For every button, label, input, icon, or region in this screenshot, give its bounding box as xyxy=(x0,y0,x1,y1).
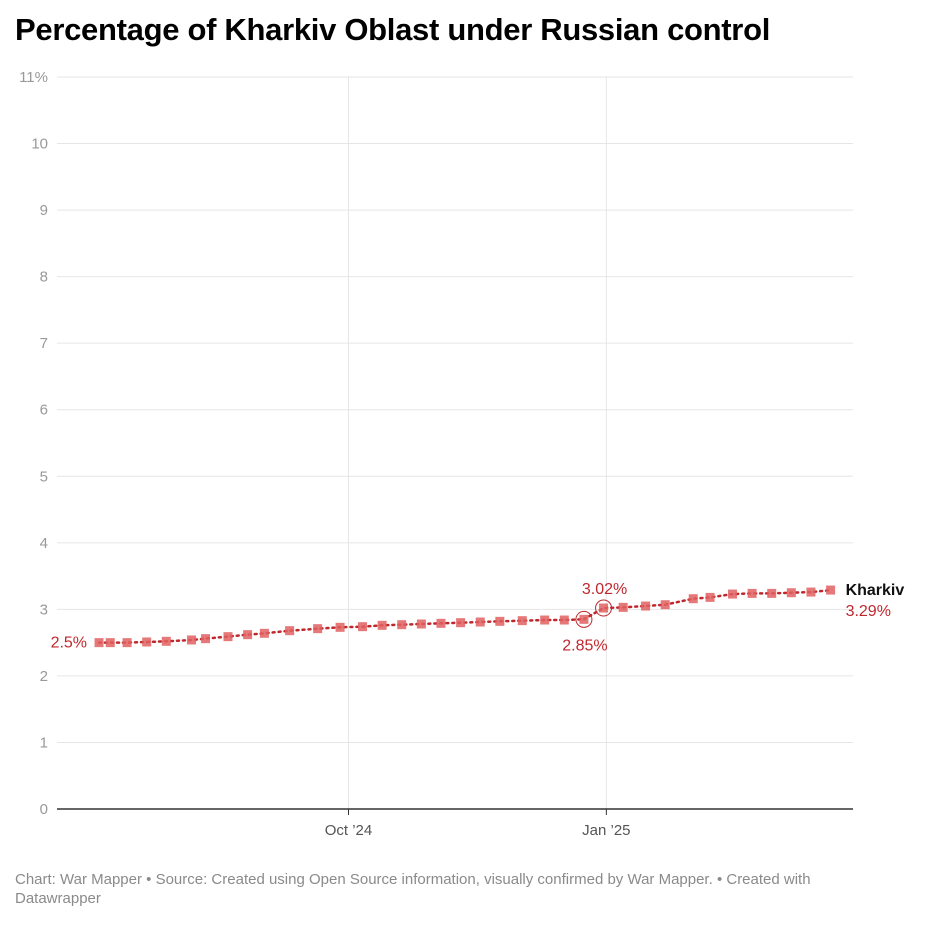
data-point xyxy=(259,628,269,638)
data-point xyxy=(105,638,115,648)
data-label: 3.02% xyxy=(582,581,627,598)
y-tick-label: 1 xyxy=(40,734,48,751)
data-point xyxy=(747,588,757,598)
data-point xyxy=(786,588,796,598)
data-labels: 2.5% 2.85% 3.02% 3.29% xyxy=(51,581,891,654)
x-axis-ticks: Oct ’24 Jan ’25 xyxy=(325,809,631,839)
chart-footer: Chart: War Mapper • Source: Created usin… xyxy=(15,871,811,907)
x-tick-label: Oct ’24 xyxy=(325,822,373,839)
data-point xyxy=(94,638,104,648)
data-point xyxy=(335,622,345,632)
data-point xyxy=(517,616,527,626)
data-point xyxy=(705,592,715,602)
data-point xyxy=(416,619,426,629)
data-point xyxy=(313,624,323,634)
data-point xyxy=(579,614,589,624)
data-point xyxy=(660,600,670,610)
data-point xyxy=(559,615,569,625)
data-point xyxy=(826,585,836,595)
data-point xyxy=(641,601,651,611)
chart-title: Percentage of Kharkiv Oblast under Russi… xyxy=(15,12,771,47)
data-point xyxy=(142,637,152,647)
series-end-label: Kharkiv xyxy=(846,582,905,599)
data-point xyxy=(456,618,466,628)
data-label: 2.5% xyxy=(51,635,87,652)
data-point xyxy=(727,589,737,599)
data-point xyxy=(358,622,368,632)
data-point xyxy=(161,636,171,646)
y-tick-label: 3 xyxy=(40,601,48,618)
y-tick-label: 10 xyxy=(31,136,48,153)
data-point xyxy=(806,587,816,597)
y-tick-label: 5 xyxy=(40,468,48,485)
highlight-ring xyxy=(595,599,613,617)
data-point xyxy=(540,615,550,625)
data-label: 2.85% xyxy=(562,637,607,654)
kharkiv-series-markers xyxy=(94,585,836,648)
y-tick-label: 9 xyxy=(40,202,48,219)
data-point xyxy=(377,620,387,630)
y-tick-label: 8 xyxy=(40,269,48,286)
y-tick-label: 4 xyxy=(40,535,48,552)
highlight-ring xyxy=(575,610,593,628)
y-tick-label: 7 xyxy=(40,335,48,352)
data-label: 3.29% xyxy=(846,603,891,620)
data-point xyxy=(618,602,628,612)
data-point xyxy=(599,603,609,613)
y-tick-label: 2 xyxy=(40,668,48,685)
data-point xyxy=(436,618,446,628)
data-point xyxy=(243,630,253,640)
data-point xyxy=(767,588,777,598)
data-point xyxy=(187,635,197,645)
y-tick-label: 0 xyxy=(40,801,48,818)
data-point xyxy=(223,632,233,642)
data-point xyxy=(688,594,698,604)
y-axis-ticks: 0 1 2 3 4 5 6 7 8 9 10 11% xyxy=(19,69,48,818)
gridlines xyxy=(57,76,853,809)
line-chart: 0 1 2 3 4 5 6 7 8 9 10 11% Oct ’24 Jan ’25 2.5% 2.85%… xyxy=(19,69,905,839)
data-point xyxy=(475,617,485,627)
y-tick-label: 6 xyxy=(40,402,48,419)
data-point xyxy=(397,620,407,630)
data-point xyxy=(122,638,132,648)
x-tick-label: Jan ’25 xyxy=(582,822,630,839)
y-tick-label: 11% xyxy=(19,69,48,86)
data-point xyxy=(495,616,505,626)
data-point xyxy=(201,634,211,644)
data-point xyxy=(285,626,295,636)
